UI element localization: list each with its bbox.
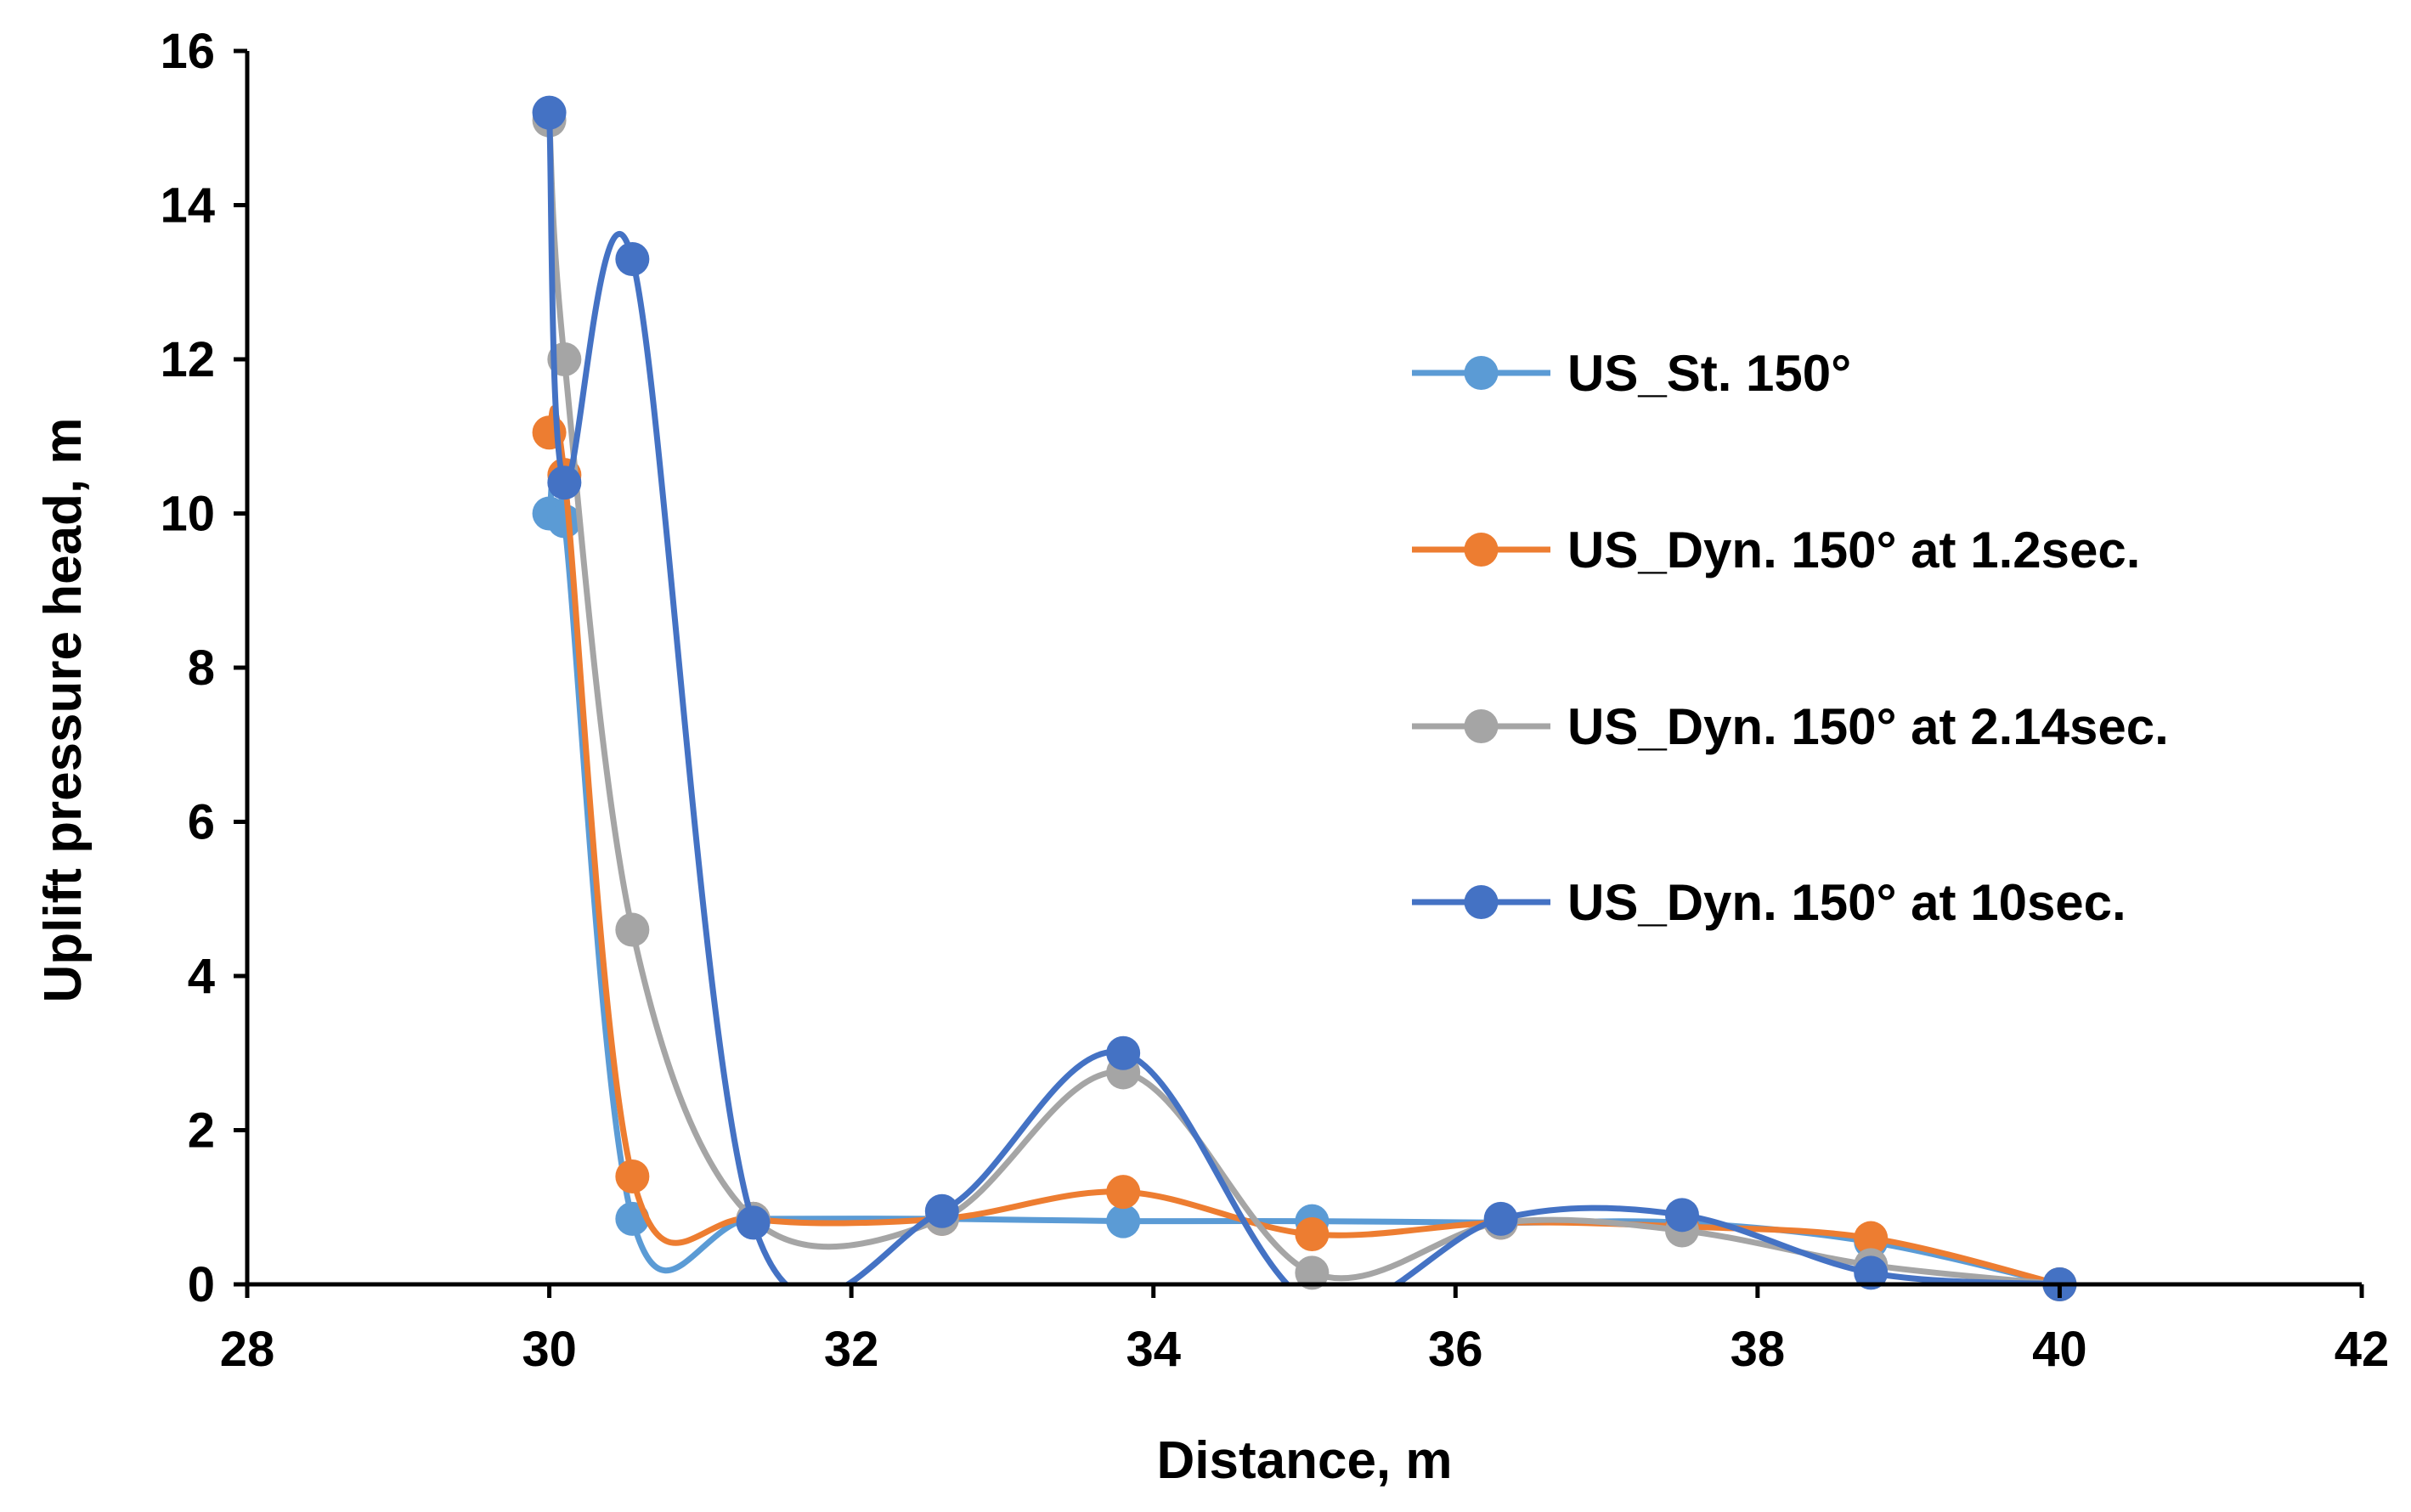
data-point: [1106, 1175, 1141, 1210]
x-axis-title: Distance, m: [1156, 1431, 1452, 1490]
y-tick-label: 8: [188, 640, 215, 696]
axes: 28 30 32 34 36 38 40 42 0 2 4 6 8 10 12 14 16: [160, 24, 2389, 1377]
data-point: [547, 465, 582, 500]
x-axis-ticks: 28 30 32 34 36 38 40 42: [220, 1284, 2390, 1377]
data-point: [736, 1205, 771, 1240]
x-tick-label: 34: [1126, 1322, 1181, 1377]
legend: US_St. 150° US_Dyn. 150° at 1.2sec. US_Dyn…: [1412, 345, 2169, 931]
data-point: [1483, 1201, 1518, 1236]
y-tick-label: 10: [160, 487, 215, 542]
legend-item: US_Dyn. 150° at 2.14sec.: [1412, 698, 2169, 755]
x-tick-label: 28: [220, 1322, 275, 1377]
series-line: [546, 464, 2061, 1284]
series-line: [546, 405, 2061, 1284]
legend-marker: [1464, 885, 1499, 919]
y-tick-label: 12: [160, 332, 215, 387]
data-point: [1664, 1198, 1699, 1233]
data-point: [615, 1159, 650, 1193]
legend-label: US_Dyn. 150° at 10sec.: [1567, 874, 2126, 931]
x-tick-label: 42: [2335, 1322, 2390, 1377]
y-tick-label: 14: [160, 178, 215, 234]
y-tick-label: 6: [188, 795, 215, 850]
legend-marker: [1464, 356, 1499, 390]
series-line: [546, 112, 2060, 1284]
y-tick-label: 4: [188, 949, 215, 1004]
x-tick-label: 32: [824, 1322, 879, 1377]
x-tick-label: 30: [522, 1322, 577, 1377]
legend-label: US_Dyn. 150° at 1.2sec.: [1567, 522, 2140, 578]
data-point: [1106, 1204, 1141, 1238]
legend-label: US_St. 150°: [1567, 345, 1851, 402]
data-point: [547, 504, 582, 539]
x-tick-label: 40: [2032, 1322, 2087, 1377]
y-axis-ticks: 0 2 4 6 8 10 12 14 16: [160, 24, 247, 1312]
data-point: [1295, 1217, 1330, 1252]
data-point: [1295, 1255, 1330, 1290]
legend-item: US_Dyn. 150° at 10sec.: [1412, 874, 2126, 931]
data-point: [532, 95, 567, 130]
x-tick-label: 36: [1428, 1322, 1483, 1377]
x-tick-label: 38: [1731, 1322, 1786, 1377]
legend-marker: [1464, 709, 1499, 743]
data-point: [615, 242, 650, 277]
y-tick-label: 2: [188, 1103, 215, 1159]
data-point: [615, 912, 650, 947]
y-axis-title: Uplift pressure head, m: [34, 417, 93, 1002]
y-tick-label: 16: [160, 24, 215, 79]
legend-label: US_Dyn. 150° at 2.14sec.: [1567, 698, 2169, 755]
legend-item: US_St. 150°: [1412, 345, 1851, 402]
legend-marker: [1464, 533, 1499, 567]
data-point: [1106, 1035, 1141, 1070]
plot-series-group: [532, 95, 2077, 1301]
data-point: [1854, 1221, 1889, 1255]
data-point: [924, 1193, 959, 1228]
data-point: [532, 415, 567, 450]
y-tick-label: 0: [188, 1257, 215, 1312]
series-4: [532, 95, 2077, 1301]
legend-item: US_Dyn. 150° at 1.2sec.: [1412, 522, 2140, 578]
data-point: [1854, 1255, 1889, 1290]
